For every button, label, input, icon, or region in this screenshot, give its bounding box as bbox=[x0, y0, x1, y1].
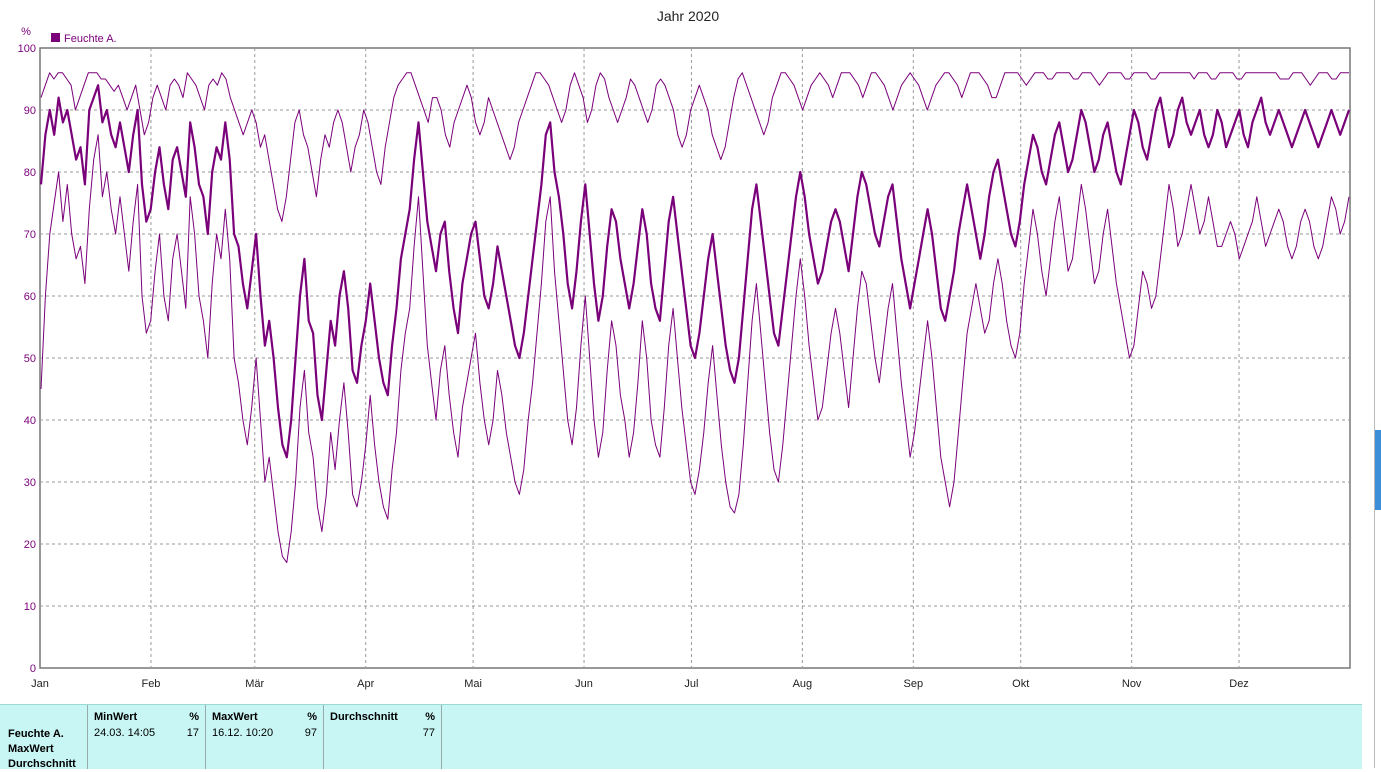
plot-area: 0 10 20 30 40 50 60 70 80 90 100 Jan Feb Mär Apr Mai Jun… bbox=[18, 43, 1351, 690]
max-header: MaxWert bbox=[212, 711, 258, 723]
statistics-panel: Feuchte A. MaxWert Durchschnitt MinWert%… bbox=[0, 704, 1362, 772]
x-tick-label: Jan bbox=[31, 678, 49, 690]
max-value: 97 bbox=[304, 727, 317, 739]
window-edge bbox=[1362, 0, 1381, 768]
x-tick-label: Apr bbox=[357, 678, 374, 690]
desktop-background-strip bbox=[1375, 430, 1381, 510]
y-tick-label: 10 bbox=[24, 601, 36, 613]
row-label-max: MaxWert bbox=[8, 743, 54, 755]
stats-col-min: MinWert% 24.03. 14:05 17 bbox=[88, 705, 206, 769]
x-tick-label: Okt bbox=[1012, 678, 1029, 690]
x-tick-label: Nov bbox=[1122, 678, 1142, 690]
x-tick-label: Feb bbox=[141, 678, 160, 690]
y-tick-label: 70 bbox=[24, 229, 36, 241]
y-tick-label: 80 bbox=[24, 167, 36, 179]
window-edge-line bbox=[1374, 0, 1375, 768]
x-tick-label: Aug bbox=[793, 678, 813, 690]
stats-row-labels: Feuchte A. MaxWert Durchschnitt bbox=[8, 727, 76, 772]
min-header: MinWert bbox=[94, 711, 138, 723]
y-tick-label: 100 bbox=[18, 43, 36, 55]
stats-col-average: Durchschnitt% 77 bbox=[324, 705, 442, 769]
y-tick-label: 50 bbox=[24, 353, 36, 365]
series-line-max bbox=[40, 72, 1349, 223]
min-value: 17 bbox=[186, 727, 199, 739]
y-axis-unit: % bbox=[21, 26, 31, 38]
y-tick-label: 20 bbox=[24, 539, 36, 551]
average-unit: % bbox=[425, 711, 435, 723]
x-tick-label: Sep bbox=[904, 678, 924, 690]
legend-label: Feuchte A. bbox=[64, 33, 117, 45]
series-line-min bbox=[40, 134, 1350, 564]
average-header: Durchschnitt bbox=[330, 711, 398, 723]
max-date: 16.12. 10:20 bbox=[212, 727, 274, 739]
x-tick-label: Mai bbox=[464, 678, 482, 690]
chart-title: Jahr 2020 bbox=[657, 8, 719, 24]
y-tick-label: 90 bbox=[24, 105, 36, 117]
legend-swatch bbox=[51, 33, 60, 42]
row-label-average: Durchschnitt bbox=[8, 758, 76, 770]
y-tick-label: 0 bbox=[30, 663, 36, 675]
row-label-sensor: Feuchte A. bbox=[8, 728, 64, 740]
y-tick-label: 40 bbox=[24, 415, 36, 427]
x-tick-label: Jul bbox=[684, 678, 698, 690]
x-tick-label: Mär bbox=[245, 678, 264, 690]
stats-col-max: MaxWert% 16.12. 10:20 97 bbox=[206, 705, 324, 769]
humidity-chart: Jahr 2020 % Feuchte A. 0 10 20 30 40 50 60 70 80… bbox=[18, 8, 1351, 690]
min-date: 24.03. 14:05 bbox=[94, 727, 156, 739]
min-unit: % bbox=[189, 711, 199, 723]
average-value: 77 bbox=[422, 727, 435, 739]
max-unit: % bbox=[307, 711, 317, 723]
y-tick-label: 30 bbox=[24, 477, 36, 489]
x-tick-label: Jun bbox=[575, 678, 593, 690]
y-tick-label: 60 bbox=[24, 291, 36, 303]
x-tick-label: Dez bbox=[1229, 678, 1249, 690]
column-separator bbox=[87, 705, 88, 769]
series-line-mean bbox=[39, 84, 1351, 459]
